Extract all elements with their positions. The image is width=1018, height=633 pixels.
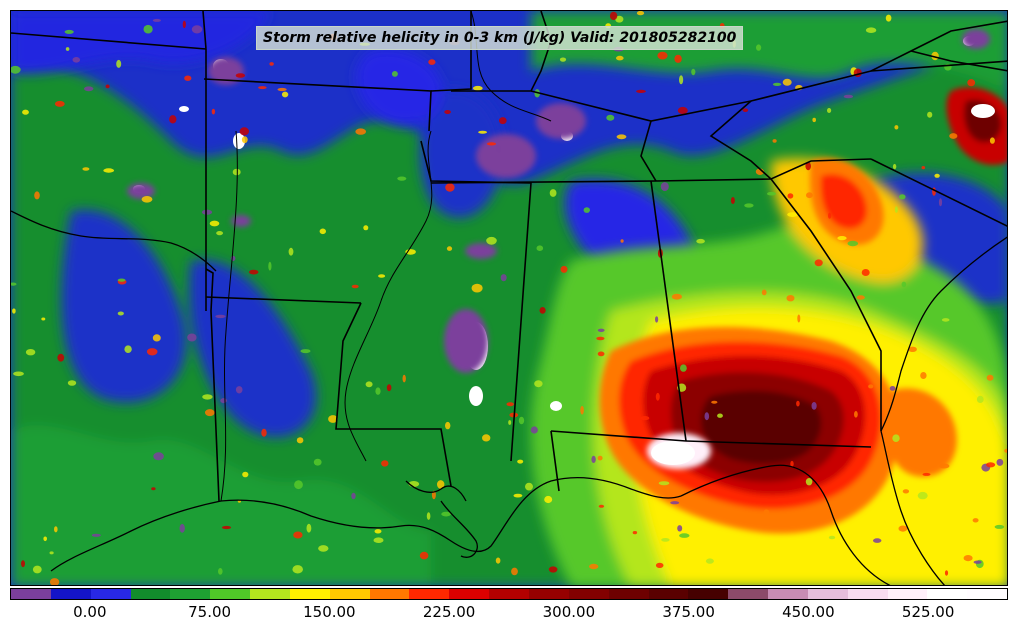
colorbar-segment (210, 589, 251, 599)
colorbar-tick-label: 525.00 (901, 603, 955, 621)
colorbar-segment (489, 589, 529, 599)
colorbar-segment (90, 589, 131, 599)
colorbar-segment (768, 589, 808, 599)
colorbar-segment (927, 589, 968, 599)
map-title: Storm relative helicity in 0-3 km (J/kg)… (256, 26, 744, 50)
colorbar-segment (369, 589, 410, 599)
colorbar-segment (887, 589, 928, 599)
colorbar-segment (728, 589, 769, 599)
map-panel[interactable]: Storm relative helicity in 0-3 km (J/kg)… (10, 10, 1008, 586)
colorbar-tick-label: 0.00 (73, 603, 107, 621)
colorbar-segment (688, 589, 729, 599)
coastline (11, 210, 1007, 585)
colorbar-tick-label: 150.00 (303, 603, 356, 621)
field-purple-layer (127, 29, 990, 373)
colorbar-tick-label: 450.00 (782, 603, 835, 621)
colorbar-ticks: 0.00 75.00 150.00 225.00 300.00 375.00 450.00 5… (10, 600, 1008, 628)
colorbar (10, 588, 1008, 600)
colorbar-segment (967, 589, 1008, 599)
colorbar-segment (11, 589, 51, 599)
colorbar-segment (329, 589, 370, 599)
colorbar-segment (528, 589, 569, 599)
colorbar-segment (847, 589, 888, 599)
colorbar-tick-label: 300.00 (542, 603, 596, 621)
colorbar-segment (409, 589, 450, 599)
colorbar-tick-label: 75.00 (188, 603, 232, 621)
colorbar-tick-label: 225.00 (422, 603, 476, 621)
colorbar-tick-label: 375.00 (662, 603, 715, 621)
colorbar-segment (250, 589, 290, 599)
colorbar-segment (170, 589, 211, 599)
colorbar-segment (50, 589, 91, 599)
colorbar-segment (608, 589, 649, 599)
field-speckles (11, 11, 1007, 585)
colorbar-segment (807, 589, 848, 599)
helicity-map (11, 11, 1007, 585)
colorbar-segment (568, 589, 609, 599)
colorbar-segment (449, 589, 490, 599)
colorbar-segment (130, 589, 171, 599)
colorbar-segment (289, 589, 330, 599)
state-borders (11, 11, 1007, 502)
colorbar-segment (648, 589, 689, 599)
